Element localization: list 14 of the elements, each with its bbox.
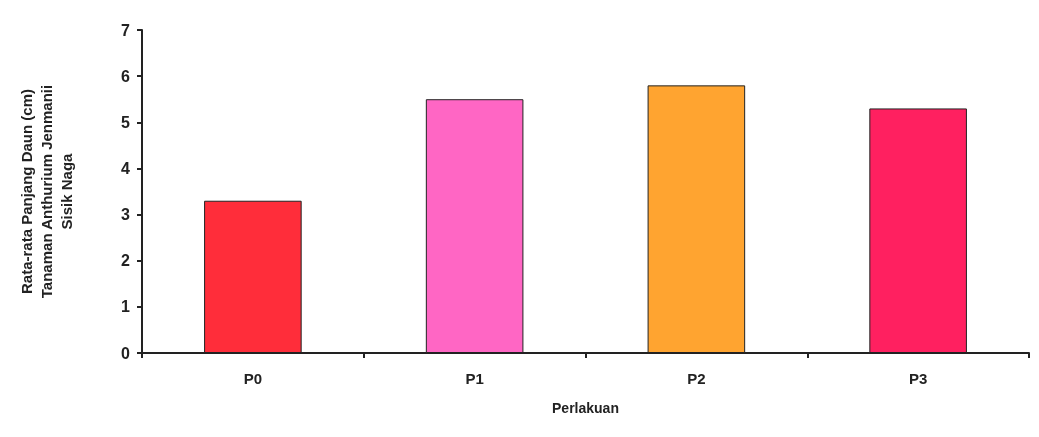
y-tick-label: 6: [121, 67, 131, 85]
y-tick-label: 0: [121, 344, 131, 362]
y-tick-label: 2: [121, 252, 131, 270]
y-tick-label: 5: [121, 113, 131, 131]
y-tick-label: 1: [121, 298, 131, 316]
x-tick-label: P1: [465, 370, 484, 387]
x-tick-label: P2: [687, 370, 706, 387]
y-tick-label: 4: [121, 159, 131, 177]
y-tick-label: 3: [121, 206, 131, 224]
x-axis-title: Perlakuan: [552, 400, 619, 416]
y-axis-title: Rata-rata Panjang Daun (cm) Tanaman Anthurium Jenmanii Sisik Naga: [17, 84, 75, 299]
y-tick-label: 7: [121, 21, 131, 39]
x-tick-label: P0: [243, 370, 263, 387]
x-tick-label: P3: [908, 370, 928, 387]
